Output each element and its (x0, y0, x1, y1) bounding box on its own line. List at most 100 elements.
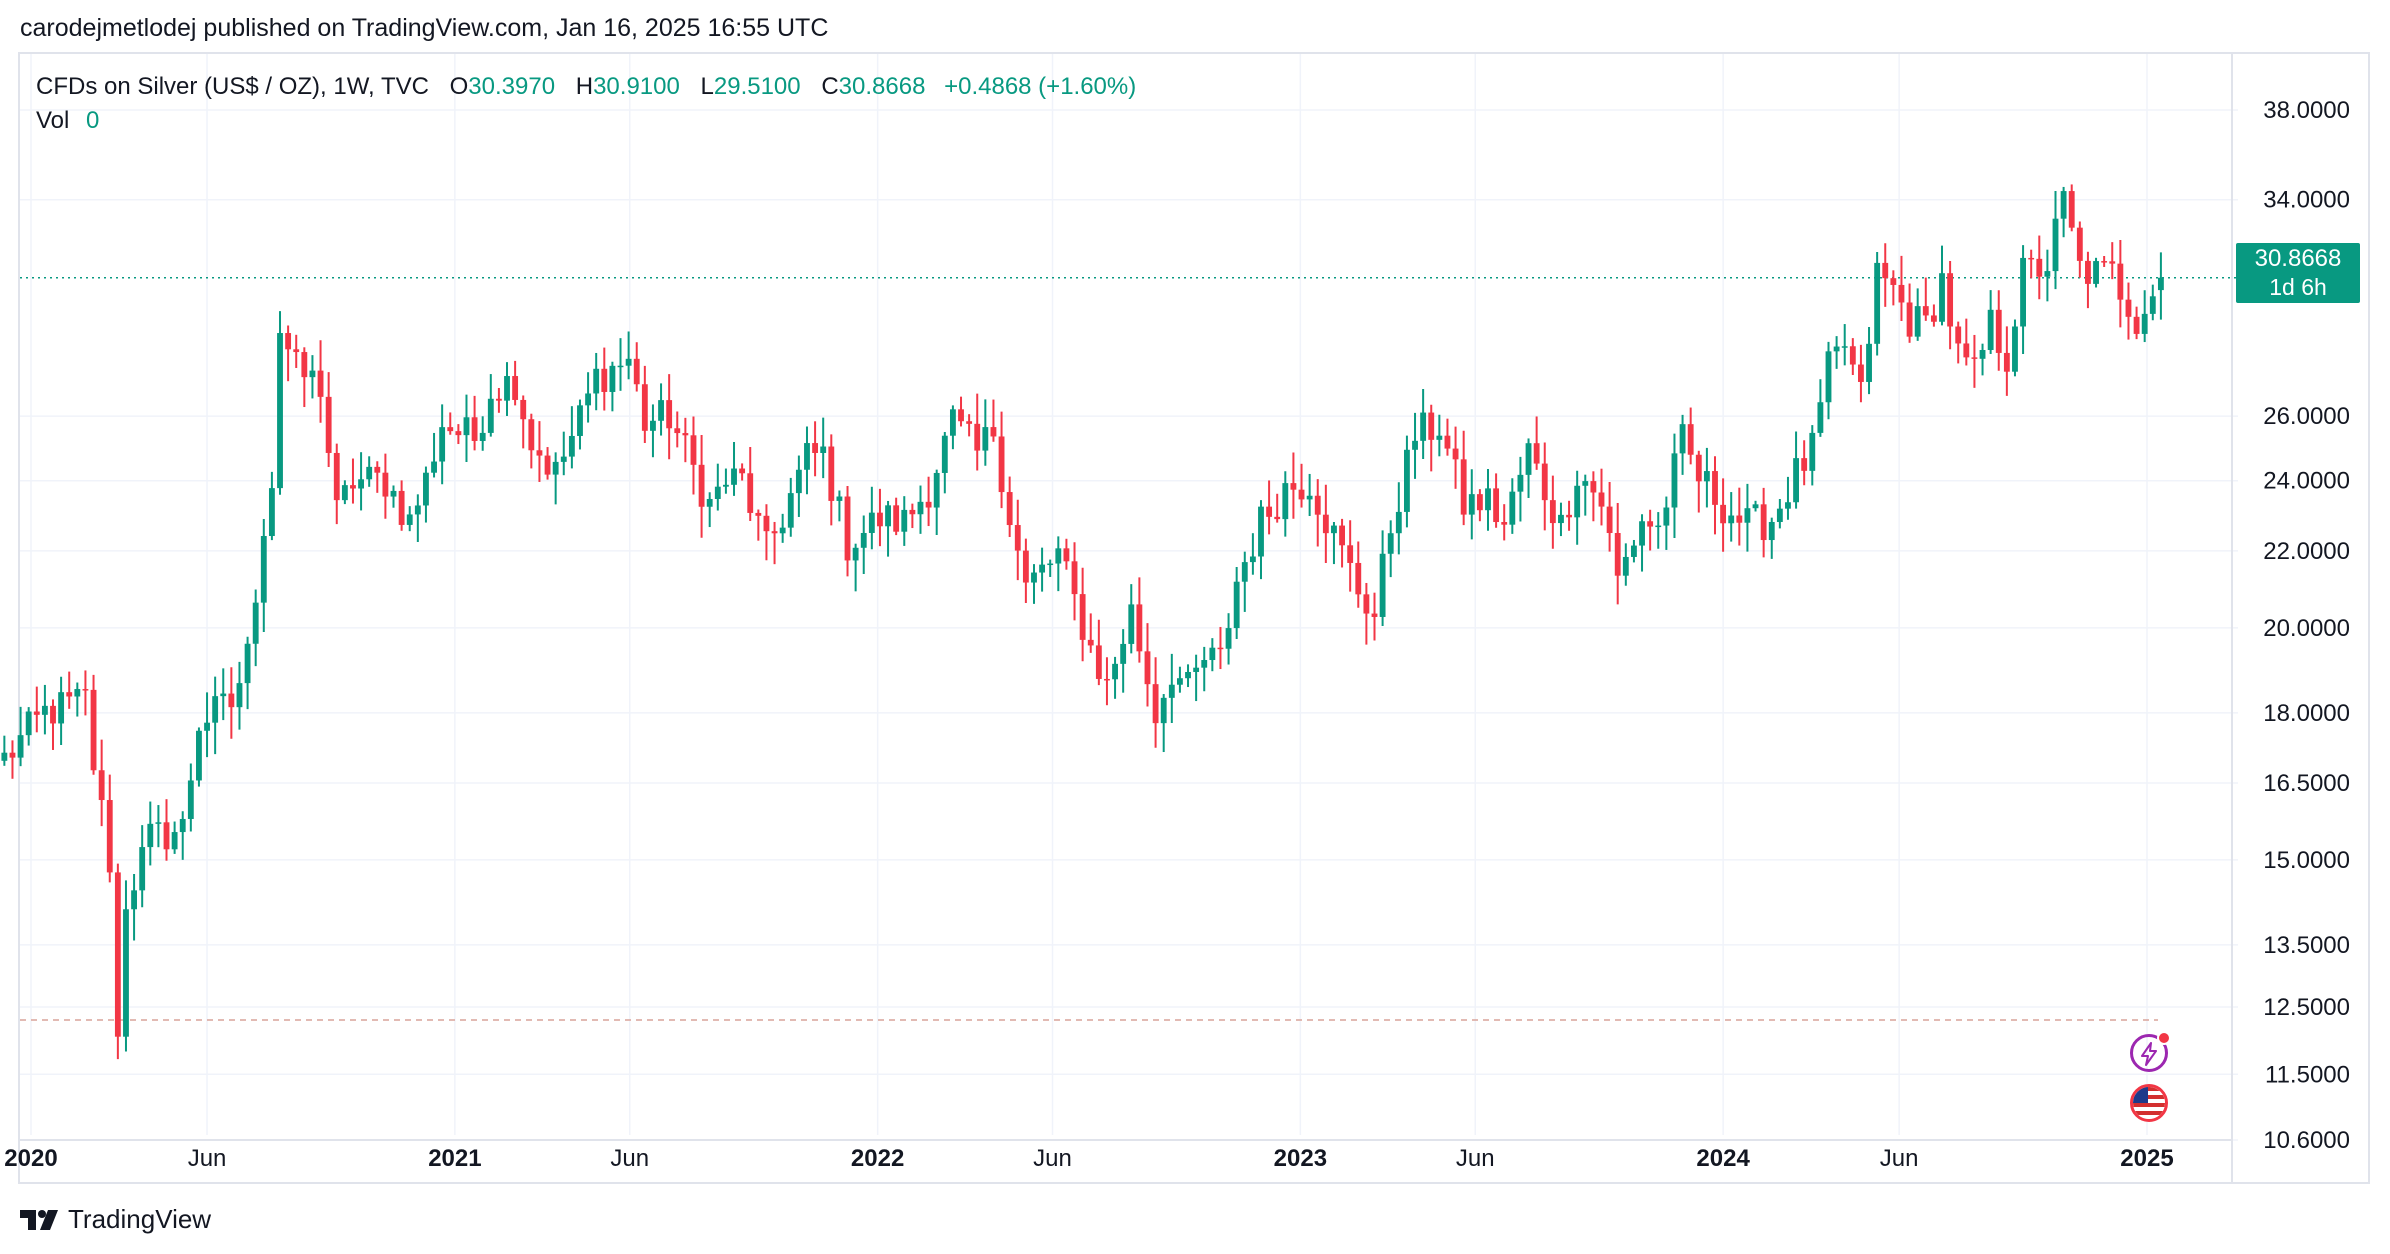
candle (236, 661, 243, 730)
candle-body (1801, 458, 1808, 471)
candle (1039, 547, 1046, 592)
candle-body (852, 547, 859, 561)
candle (1290, 452, 1297, 519)
candle-body (1703, 471, 1710, 482)
candle (1420, 388, 1427, 459)
candle-body (1290, 483, 1297, 490)
candle-body (414, 505, 421, 515)
candle (495, 388, 502, 413)
candle-body (1574, 485, 1581, 518)
candle (1671, 433, 1678, 538)
candle (114, 863, 121, 1060)
legend-volume-row: Vol 0 (36, 104, 1136, 138)
x-tick-label: 2024 (1696, 1145, 1750, 1172)
candle-body (577, 405, 583, 436)
candle (1631, 539, 1637, 563)
x-tick-label: 2020 (4, 1145, 57, 1172)
candle-body (1363, 594, 1370, 614)
candle (1939, 245, 1945, 326)
candle-body (966, 421, 973, 424)
candle (820, 417, 827, 479)
candle-body (1306, 495, 1313, 500)
candle-body (123, 909, 129, 1037)
candle-body (1347, 545, 1354, 563)
candle (212, 676, 219, 755)
candle (139, 825, 146, 908)
candle-body (1947, 273, 1954, 327)
candle-body (650, 420, 656, 431)
low-label: L (700, 73, 714, 100)
candle-body (1233, 581, 1240, 629)
candle (1371, 592, 1378, 641)
candle (1598, 468, 1605, 526)
candle (1444, 418, 1451, 456)
candle-body (1104, 678, 1110, 681)
x-tick-label: Jun (1033, 1145, 1072, 1172)
lightning-icon[interactable] (2130, 1031, 2171, 1072)
candle (285, 325, 292, 382)
candle-body (1225, 628, 1232, 649)
candle-body (1168, 684, 1175, 698)
candle-body (1525, 443, 1532, 475)
candle-body (1249, 556, 1256, 563)
candle (1614, 503, 1621, 605)
candle (374, 461, 381, 493)
candle-body (1631, 545, 1637, 557)
candle (455, 424, 462, 445)
candle (1825, 341, 1832, 420)
candle (1403, 435, 1410, 528)
candle-body (1785, 502, 1791, 509)
candle-body (390, 490, 397, 497)
candle (520, 395, 527, 449)
candle (917, 485, 924, 534)
candle-body (2125, 299, 2132, 317)
candle (1639, 514, 1645, 572)
candle-body (1841, 346, 1848, 348)
candle (1112, 656, 1118, 699)
candle (2093, 257, 2099, 288)
candle-body (844, 496, 851, 561)
candle-body (560, 456, 567, 462)
candle (2068, 184, 2075, 232)
candle (1120, 629, 1127, 693)
candle-body (1874, 262, 1881, 344)
x-tick-label: Jun (610, 1145, 649, 1172)
candle (439, 404, 446, 485)
candle-body (1014, 525, 1021, 551)
candle-body (714, 486, 721, 499)
candle-body (131, 890, 138, 910)
candle (74, 682, 81, 717)
y-tick-label: 24.0000 (2263, 468, 2350, 495)
x-tick-label: 2021 (428, 1145, 481, 1172)
candle-body (2020, 257, 2026, 327)
legend-ohlc-row: CFDs on Silver (US$ / OZ), 1W, TVC O30.3… (36, 70, 1136, 104)
candle-body (155, 822, 162, 824)
candle-body (1209, 647, 1216, 661)
tradingview-brand[interactable]: TradingView (20, 1204, 211, 1235)
symbol-title[interactable]: CFDs on Silver (US$ / OZ), 1W, TVC (36, 73, 429, 100)
candle (1817, 379, 1824, 437)
candle-body (285, 333, 292, 350)
volume-label[interactable]: Vol (36, 107, 70, 134)
candle (1501, 504, 1508, 541)
candle-body (2157, 277, 2164, 291)
candle (1622, 543, 1629, 586)
candle (1063, 538, 1070, 570)
candle (755, 509, 762, 541)
y-tick-label: 12.5000 (2263, 994, 2350, 1021)
candle (739, 463, 746, 481)
candle-body (74, 689, 81, 697)
candle-body (958, 409, 964, 422)
candle-body (1314, 495, 1321, 515)
candle-body (2101, 261, 2108, 263)
candle-body (2141, 313, 2148, 334)
candle (2133, 306, 2140, 340)
candle (1071, 542, 1078, 621)
candle (925, 476, 932, 527)
candle-body (1298, 489, 1305, 500)
candle (1347, 520, 1354, 592)
us-flag-icon[interactable] (2130, 1084, 2168, 1122)
candle-body (1598, 492, 1605, 507)
candle (1947, 261, 1954, 350)
